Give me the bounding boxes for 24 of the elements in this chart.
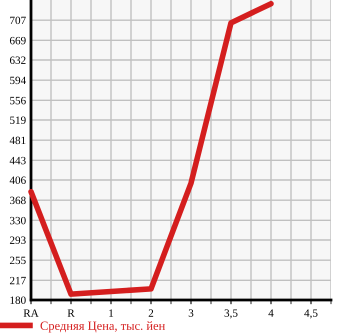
y-tick-label: 368 xyxy=(10,196,26,204)
y-tick-label: 519 xyxy=(10,116,26,124)
x-tick-label: R xyxy=(68,309,75,317)
y-tick-label: 406 xyxy=(10,176,26,184)
x-tick-label: 4,5 xyxy=(304,309,318,318)
y-tick-label: 443 xyxy=(10,156,26,164)
y-tick-label: 293 xyxy=(10,236,26,244)
y-tick-label: 180 xyxy=(10,296,26,304)
x-tick-label: 3,5 xyxy=(224,309,238,318)
y-tick-label: 255 xyxy=(10,256,26,264)
x-tick-label: RA xyxy=(24,309,39,317)
y-tick-label: 217 xyxy=(10,276,26,284)
y-tick-label: 669 xyxy=(10,36,26,44)
x-tick-label: 3 xyxy=(188,309,194,317)
y-tick-label: 632 xyxy=(10,56,26,64)
y-tick-label: 330 xyxy=(10,216,26,224)
x-tick-label: 1 xyxy=(109,309,114,317)
y-tick-label: 556 xyxy=(10,96,26,104)
x-tick-label: 2 xyxy=(148,309,154,317)
x-tick-label: 4 xyxy=(268,309,274,317)
y-tick-label: 707 xyxy=(10,16,26,24)
y-tick-label: 594 xyxy=(10,76,26,84)
legend-label: Средняя Цена, тыс. йен xyxy=(40,321,165,332)
y-tick-label: 481 xyxy=(10,136,26,144)
